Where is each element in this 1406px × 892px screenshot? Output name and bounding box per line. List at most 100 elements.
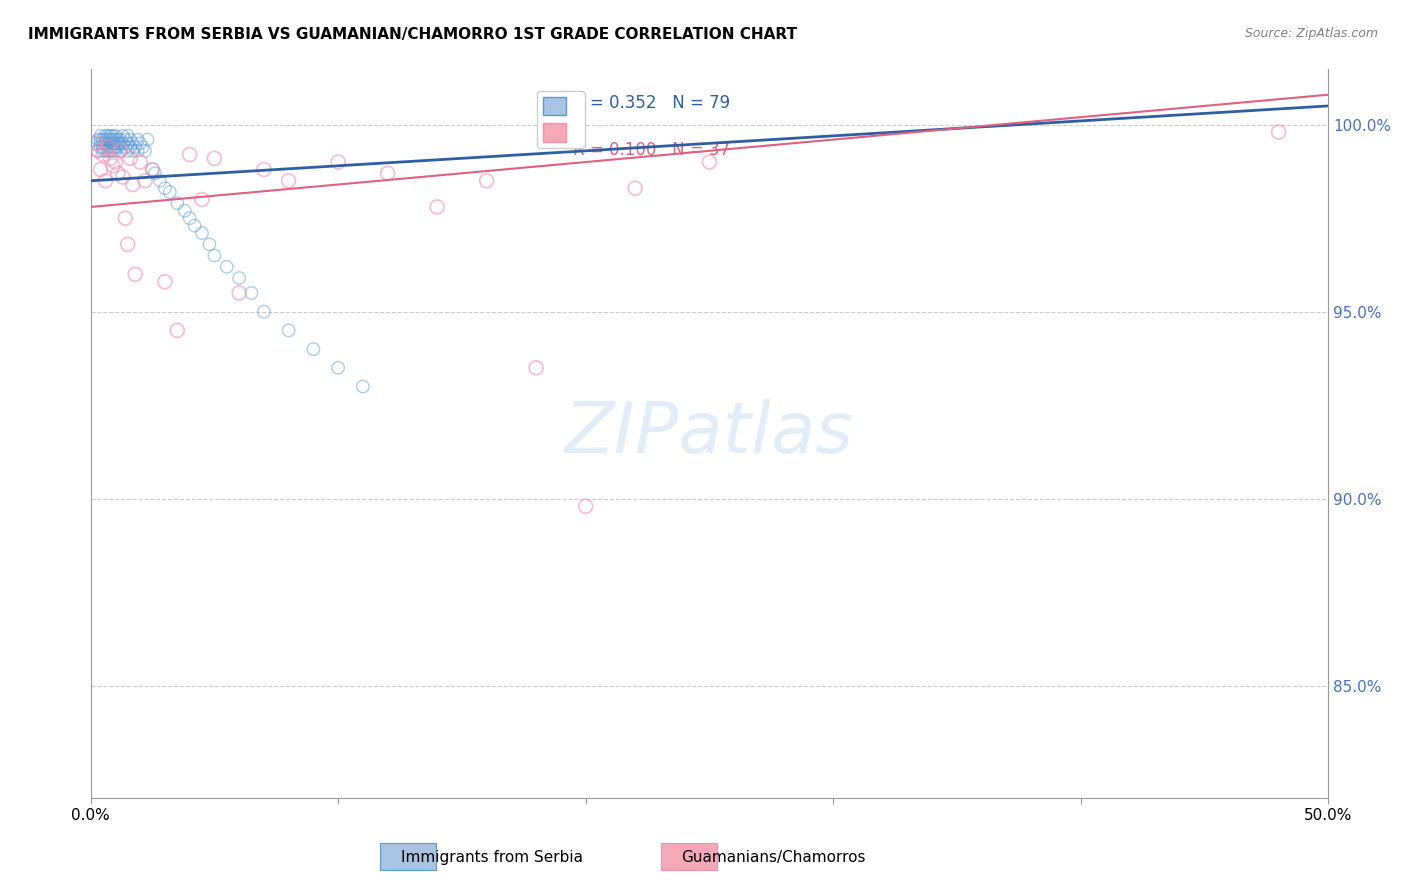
Point bbox=[104, 128, 127, 143]
Point bbox=[120, 140, 142, 154]
Point bbox=[143, 166, 166, 180]
Point bbox=[91, 147, 114, 161]
Point bbox=[94, 174, 117, 188]
Point bbox=[101, 140, 124, 154]
Point bbox=[117, 144, 139, 158]
Point bbox=[97, 140, 120, 154]
Point bbox=[110, 136, 132, 151]
Point bbox=[121, 178, 143, 192]
Point bbox=[104, 136, 127, 151]
Point bbox=[575, 500, 598, 514]
Point bbox=[110, 144, 132, 158]
Point bbox=[302, 342, 325, 356]
Point bbox=[114, 211, 136, 226]
Point bbox=[111, 128, 134, 143]
Point bbox=[94, 128, 117, 143]
Point bbox=[87, 133, 110, 147]
Point bbox=[1267, 125, 1289, 139]
Point bbox=[253, 304, 276, 318]
Point bbox=[179, 211, 201, 226]
Point bbox=[89, 162, 111, 177]
Point bbox=[100, 151, 122, 165]
Text: Guamanians/Chamorros: Guamanians/Chamorros bbox=[681, 850, 866, 865]
Point bbox=[89, 136, 111, 151]
Point bbox=[277, 323, 299, 337]
Text: Source: ZipAtlas.com: Source: ZipAtlas.com bbox=[1244, 27, 1378, 40]
Point bbox=[97, 133, 120, 147]
Point bbox=[117, 136, 139, 151]
Point bbox=[277, 174, 299, 188]
Point bbox=[84, 136, 107, 151]
Point bbox=[120, 133, 142, 147]
Point bbox=[89, 128, 111, 143]
Point bbox=[153, 181, 176, 195]
Point bbox=[624, 181, 647, 195]
Point bbox=[114, 140, 136, 154]
Point bbox=[111, 169, 134, 184]
Point bbox=[141, 162, 163, 177]
Point bbox=[699, 155, 721, 169]
Point bbox=[107, 166, 129, 180]
Point bbox=[97, 144, 120, 158]
Point bbox=[101, 133, 124, 147]
Point bbox=[87, 144, 110, 158]
Point bbox=[107, 133, 129, 147]
Point bbox=[215, 260, 238, 274]
Point bbox=[377, 166, 399, 180]
Point bbox=[91, 144, 114, 158]
Point bbox=[100, 144, 122, 158]
Point bbox=[153, 275, 176, 289]
Point bbox=[124, 267, 146, 281]
Point bbox=[149, 174, 172, 188]
Point bbox=[87, 144, 110, 158]
Point bbox=[100, 128, 122, 143]
Point bbox=[131, 140, 153, 154]
Point bbox=[110, 144, 132, 158]
Point bbox=[94, 144, 117, 158]
Point bbox=[91, 136, 114, 151]
Point bbox=[111, 136, 134, 151]
Point bbox=[183, 219, 205, 233]
Point bbox=[104, 155, 127, 169]
Text: ZIPatlas: ZIPatlas bbox=[565, 399, 853, 467]
Text: Immigrants from Serbia: Immigrants from Serbia bbox=[401, 850, 583, 865]
Text: R = 0.352   N = 79: R = 0.352 N = 79 bbox=[574, 94, 730, 112]
Legend: , : , bbox=[537, 91, 585, 148]
Point bbox=[107, 136, 129, 151]
Point bbox=[191, 193, 214, 207]
Point bbox=[89, 140, 111, 154]
Point bbox=[101, 159, 124, 173]
Point bbox=[121, 136, 143, 151]
Point bbox=[117, 128, 139, 143]
Point bbox=[134, 174, 156, 188]
Point bbox=[166, 323, 188, 337]
Point bbox=[352, 379, 374, 393]
Point bbox=[97, 128, 120, 143]
Point bbox=[110, 133, 132, 147]
Point bbox=[228, 271, 250, 285]
Point bbox=[117, 237, 139, 252]
Point bbox=[100, 133, 122, 147]
Point bbox=[202, 151, 225, 165]
Point bbox=[104, 133, 127, 147]
Point bbox=[240, 285, 263, 300]
Point bbox=[134, 144, 156, 158]
Point bbox=[94, 136, 117, 151]
Point bbox=[121, 144, 143, 158]
Point bbox=[129, 155, 152, 169]
Point bbox=[141, 162, 163, 177]
Point bbox=[107, 140, 129, 154]
Point bbox=[127, 144, 149, 158]
Point bbox=[124, 140, 146, 154]
Point bbox=[114, 133, 136, 147]
Point bbox=[179, 147, 201, 161]
Text: R = 0.100   N = 37: R = 0.100 N = 37 bbox=[574, 142, 730, 160]
Point bbox=[101, 128, 124, 143]
Point bbox=[100, 140, 122, 154]
Point bbox=[94, 133, 117, 147]
Point bbox=[127, 133, 149, 147]
Point bbox=[100, 136, 122, 151]
Point bbox=[159, 185, 181, 199]
Point bbox=[91, 133, 114, 147]
Point bbox=[136, 133, 159, 147]
